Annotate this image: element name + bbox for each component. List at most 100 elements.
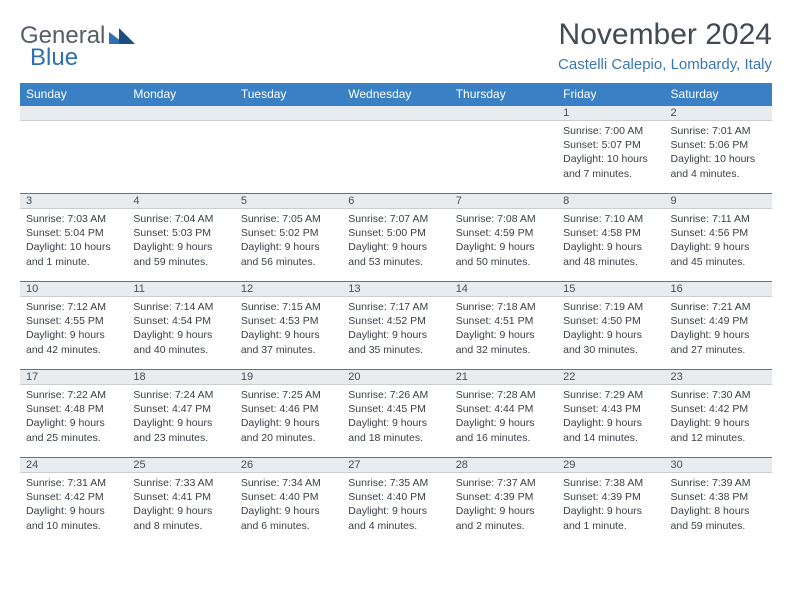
day-number: 16 <box>665 281 772 297</box>
sunset-line: Sunset: 4:50 PM <box>563 314 658 328</box>
day-details: Sunrise: 7:07 AMSunset: 5:00 PMDaylight:… <box>342 209 449 273</box>
weekday-header: Friday <box>557 83 664 105</box>
day-details: Sunrise: 7:08 AMSunset: 4:59 PMDaylight:… <box>450 209 557 273</box>
daylight-line: Daylight: 9 hours and 16 minutes. <box>456 416 551 444</box>
calendar-cell: 21Sunrise: 7:28 AMSunset: 4:44 PMDayligh… <box>450 369 557 457</box>
day-details: Sunrise: 7:33 AMSunset: 4:41 PMDaylight:… <box>127 473 234 537</box>
day-details <box>127 121 234 128</box>
day-details: Sunrise: 7:26 AMSunset: 4:45 PMDaylight:… <box>342 385 449 449</box>
sunset-line: Sunset: 4:39 PM <box>563 490 658 504</box>
day-details: Sunrise: 7:14 AMSunset: 4:54 PMDaylight:… <box>127 297 234 361</box>
calendar-cell: 30Sunrise: 7:39 AMSunset: 4:38 PMDayligh… <box>665 457 772 545</box>
day-number: 5 <box>235 193 342 209</box>
daylight-line: Daylight: 10 hours and 1 minute. <box>26 240 121 268</box>
day-number: 30 <box>665 457 772 473</box>
weekday-header: Saturday <box>665 83 772 105</box>
sunrise-line: Sunrise: 7:26 AM <box>348 388 443 402</box>
sunset-line: Sunset: 5:07 PM <box>563 138 658 152</box>
day-number: 17 <box>20 369 127 385</box>
daylight-line: Daylight: 9 hours and 2 minutes. <box>456 504 551 532</box>
sunrise-line: Sunrise: 7:08 AM <box>456 212 551 226</box>
day-number <box>342 105 449 121</box>
day-details: Sunrise: 7:05 AMSunset: 5:02 PMDaylight:… <box>235 209 342 273</box>
day-number: 26 <box>235 457 342 473</box>
logo-text-2: Blue <box>30 44 78 72</box>
daylight-line: Daylight: 9 hours and 40 minutes. <box>133 328 228 356</box>
day-number: 22 <box>557 369 664 385</box>
sunset-line: Sunset: 4:53 PM <box>241 314 336 328</box>
daylight-line: Daylight: 9 hours and 18 minutes. <box>348 416 443 444</box>
sunset-line: Sunset: 4:55 PM <box>26 314 121 328</box>
calendar-cell: 27Sunrise: 7:35 AMSunset: 4:40 PMDayligh… <box>342 457 449 545</box>
daylight-line: Daylight: 9 hours and 14 minutes. <box>563 416 658 444</box>
daylight-line: Daylight: 9 hours and 27 minutes. <box>671 328 766 356</box>
title-block: November 2024 Castelli Calepio, Lombardy… <box>558 18 772 73</box>
sunset-line: Sunset: 4:58 PM <box>563 226 658 240</box>
sunrise-line: Sunrise: 7:21 AM <box>671 300 766 314</box>
day-number: 13 <box>342 281 449 297</box>
day-number: 9 <box>665 193 772 209</box>
sunset-line: Sunset: 5:04 PM <box>26 226 121 240</box>
sunset-line: Sunset: 4:40 PM <box>348 490 443 504</box>
day-details: Sunrise: 7:22 AMSunset: 4:48 PMDaylight:… <box>20 385 127 449</box>
calendar-cell: 1Sunrise: 7:00 AMSunset: 5:07 PMDaylight… <box>557 105 664 193</box>
daylight-line: Daylight: 9 hours and 59 minutes. <box>133 240 228 268</box>
day-number: 10 <box>20 281 127 297</box>
day-details: Sunrise: 7:03 AMSunset: 5:04 PMDaylight:… <box>20 209 127 273</box>
daylight-line: Daylight: 9 hours and 8 minutes. <box>133 504 228 532</box>
sunrise-line: Sunrise: 7:25 AM <box>241 388 336 402</box>
daylight-line: Daylight: 9 hours and 48 minutes. <box>563 240 658 268</box>
calendar-head: SundayMondayTuesdayWednesdayThursdayFrid… <box>20 83 772 105</box>
calendar-cell: 4Sunrise: 7:04 AMSunset: 5:03 PMDaylight… <box>127 193 234 281</box>
sunset-line: Sunset: 4:47 PM <box>133 402 228 416</box>
sunrise-line: Sunrise: 7:11 AM <box>671 212 766 226</box>
calendar-table: SundayMondayTuesdayWednesdayThursdayFrid… <box>20 83 772 545</box>
day-details: Sunrise: 7:39 AMSunset: 4:38 PMDaylight:… <box>665 473 772 537</box>
calendar-cell: 17Sunrise: 7:22 AMSunset: 4:48 PMDayligh… <box>20 369 127 457</box>
day-number: 20 <box>342 369 449 385</box>
sunrise-line: Sunrise: 7:31 AM <box>26 476 121 490</box>
sunrise-line: Sunrise: 7:14 AM <box>133 300 228 314</box>
calendar-cell: 18Sunrise: 7:24 AMSunset: 4:47 PMDayligh… <box>127 369 234 457</box>
day-details: Sunrise: 7:35 AMSunset: 4:40 PMDaylight:… <box>342 473 449 537</box>
calendar-cell <box>127 105 234 193</box>
sunset-line: Sunset: 4:45 PM <box>348 402 443 416</box>
calendar-cell: 26Sunrise: 7:34 AMSunset: 4:40 PMDayligh… <box>235 457 342 545</box>
sunrise-line: Sunrise: 7:30 AM <box>671 388 766 402</box>
sunset-line: Sunset: 4:46 PM <box>241 402 336 416</box>
calendar-cell: 20Sunrise: 7:26 AMSunset: 4:45 PMDayligh… <box>342 369 449 457</box>
day-details: Sunrise: 7:25 AMSunset: 4:46 PMDaylight:… <box>235 385 342 449</box>
daylight-line: Daylight: 9 hours and 56 minutes. <box>241 240 336 268</box>
sunrise-line: Sunrise: 7:24 AM <box>133 388 228 402</box>
sunrise-line: Sunrise: 7:22 AM <box>26 388 121 402</box>
day-number: 27 <box>342 457 449 473</box>
day-details: Sunrise: 7:37 AMSunset: 4:39 PMDaylight:… <box>450 473 557 537</box>
daylight-line: Daylight: 9 hours and 50 minutes. <box>456 240 551 268</box>
sunrise-line: Sunrise: 7:29 AM <box>563 388 658 402</box>
sunset-line: Sunset: 4:52 PM <box>348 314 443 328</box>
daylight-line: Daylight: 9 hours and 30 minutes. <box>563 328 658 356</box>
sunrise-line: Sunrise: 7:15 AM <box>241 300 336 314</box>
sunset-line: Sunset: 4:43 PM <box>563 402 658 416</box>
daylight-line: Daylight: 9 hours and 42 minutes. <box>26 328 121 356</box>
calendar-cell: 23Sunrise: 7:30 AMSunset: 4:42 PMDayligh… <box>665 369 772 457</box>
sunset-line: Sunset: 4:49 PM <box>671 314 766 328</box>
day-number <box>20 105 127 121</box>
daylight-line: Daylight: 8 hours and 59 minutes. <box>671 504 766 532</box>
calendar-row: 10Sunrise: 7:12 AMSunset: 4:55 PMDayligh… <box>20 281 772 369</box>
day-details: Sunrise: 7:15 AMSunset: 4:53 PMDaylight:… <box>235 297 342 361</box>
calendar-cell: 9Sunrise: 7:11 AMSunset: 4:56 PMDaylight… <box>665 193 772 281</box>
calendar-cell: 28Sunrise: 7:37 AMSunset: 4:39 PMDayligh… <box>450 457 557 545</box>
sunset-line: Sunset: 4:54 PM <box>133 314 228 328</box>
daylight-line: Daylight: 9 hours and 4 minutes. <box>348 504 443 532</box>
day-details: Sunrise: 7:10 AMSunset: 4:58 PMDaylight:… <box>557 209 664 273</box>
day-details: Sunrise: 7:24 AMSunset: 4:47 PMDaylight:… <box>127 385 234 449</box>
calendar-row: 3Sunrise: 7:03 AMSunset: 5:04 PMDaylight… <box>20 193 772 281</box>
calendar-cell: 29Sunrise: 7:38 AMSunset: 4:39 PMDayligh… <box>557 457 664 545</box>
day-details: Sunrise: 7:19 AMSunset: 4:50 PMDaylight:… <box>557 297 664 361</box>
location: Castelli Calepio, Lombardy, Italy <box>558 56 772 73</box>
day-number: 29 <box>557 457 664 473</box>
daylight-line: Daylight: 9 hours and 37 minutes. <box>241 328 336 356</box>
day-number: 18 <box>127 369 234 385</box>
day-number: 2 <box>665 105 772 121</box>
